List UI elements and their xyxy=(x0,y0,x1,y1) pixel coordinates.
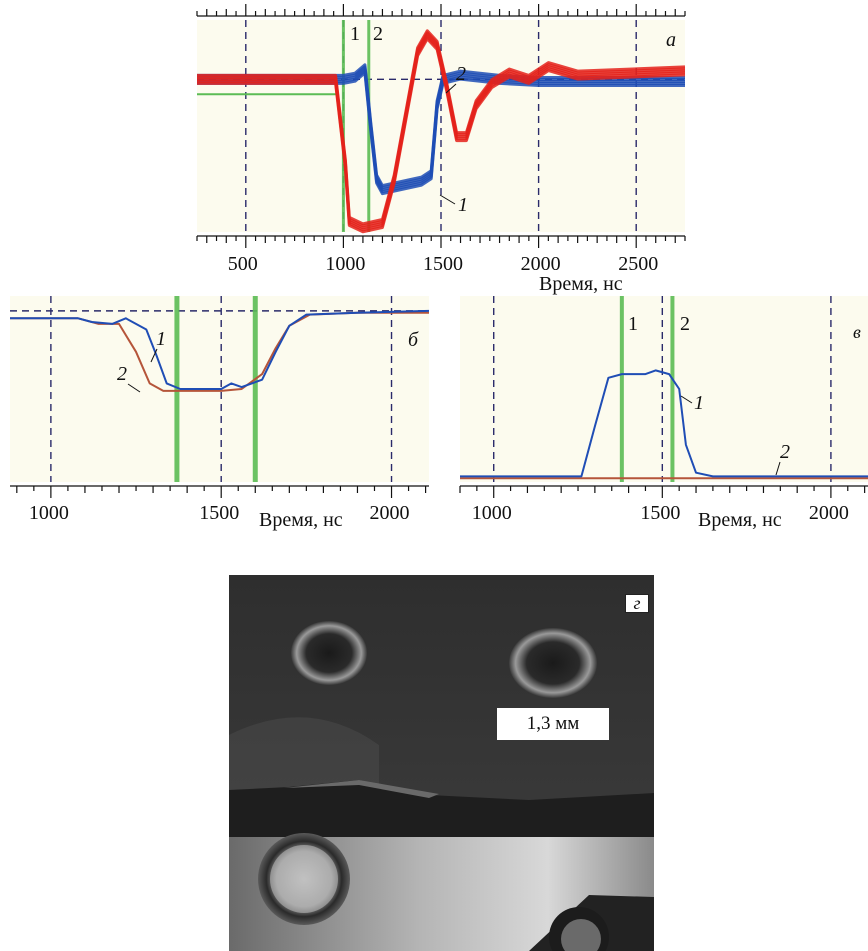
scale-label: 1,3 мм xyxy=(497,708,609,740)
cursor-lines xyxy=(174,296,258,482)
impact-crater-right xyxy=(509,628,597,698)
series-1-line xyxy=(197,71,685,196)
series-label-2: 2 xyxy=(456,63,466,85)
series-1-line xyxy=(10,309,430,390)
bottom-tick-marks xyxy=(459,485,868,498)
series-label-2-leader xyxy=(127,383,141,393)
x-tick-label: 1000 xyxy=(325,253,365,275)
surface-photo xyxy=(229,575,654,951)
panel-letter: г xyxy=(625,594,649,613)
grid-lines xyxy=(10,296,429,482)
x-tick-label: 1000 xyxy=(29,502,69,524)
series-label-1-leader xyxy=(150,348,158,363)
plot-area xyxy=(460,296,868,482)
series-lines xyxy=(197,29,686,234)
x-tick-label: 2000 xyxy=(370,502,410,524)
x-tick-labels: 500 1000 1500 2000 2500 xyxy=(228,253,658,275)
cursor-label-2: 2 xyxy=(680,313,690,335)
x-tick-label: 1500 xyxy=(423,253,463,275)
cursor-label-2: 2 xyxy=(373,23,383,45)
series-1-line xyxy=(197,65,685,190)
panel-letter: б xyxy=(408,329,419,351)
chart-b: 1000 1500 2000 б 1 2 Время, нс xyxy=(10,296,430,531)
x-tick-labels: 1000 1500 2000 xyxy=(29,502,410,524)
chart-a: 500 1000 1500 2000 2500 а 1 2 2 1 Время, нс xyxy=(196,4,686,295)
top-tick-marks xyxy=(196,4,686,17)
series-label-2: 2 xyxy=(117,363,127,385)
x-tick-label: 1500 xyxy=(199,502,239,524)
series-label-2-leader xyxy=(445,83,457,94)
series-lines xyxy=(10,309,430,392)
series-label-1-leader xyxy=(439,194,456,205)
x-tick-labels: 1000 1500 2000 xyxy=(472,502,849,524)
series-1-line xyxy=(460,369,868,478)
x-tick-label: 1500 xyxy=(640,502,680,524)
cursor-lines xyxy=(619,296,675,482)
x-axis-label: Время, нс xyxy=(698,509,782,531)
series-1-line xyxy=(197,63,685,188)
cursor-label-1: 1 xyxy=(628,313,638,335)
x-tick-label: 2500 xyxy=(618,253,658,275)
x-tick-label: 1000 xyxy=(472,502,512,524)
panel-letter: а xyxy=(666,29,676,51)
x-axis-label: Время, нс xyxy=(539,273,623,295)
series-label-2-leader xyxy=(775,461,781,476)
series-2-line xyxy=(197,37,686,234)
bottom-tick-marks xyxy=(196,235,686,248)
chart-c: 1000 1500 2000 в 1 2 1 2 Время, нс xyxy=(459,296,868,531)
series-label-1-leader xyxy=(680,395,693,404)
x-tick-label: 2000 xyxy=(521,253,561,275)
series-label-1: 1 xyxy=(694,392,704,414)
series-label-1: 1 xyxy=(156,328,166,350)
series-1-line xyxy=(197,67,685,192)
series-label-1: 1 xyxy=(458,194,468,216)
cursor-label-1: 1 xyxy=(350,23,360,45)
series-label-2: 2 xyxy=(780,441,790,463)
impact-crater-left xyxy=(291,621,367,685)
series-lines xyxy=(460,369,868,480)
x-tick-label: 500 xyxy=(228,253,258,275)
photo-panel: г 1,3 мм xyxy=(229,575,654,951)
panel-letter: в xyxy=(853,322,861,342)
bottom-tick-marks xyxy=(10,485,429,498)
series-1-line xyxy=(197,69,685,194)
cursor-lines xyxy=(197,20,371,232)
x-tick-label: 2000 xyxy=(809,502,849,524)
x-axis-label: Время, нс xyxy=(259,509,343,531)
